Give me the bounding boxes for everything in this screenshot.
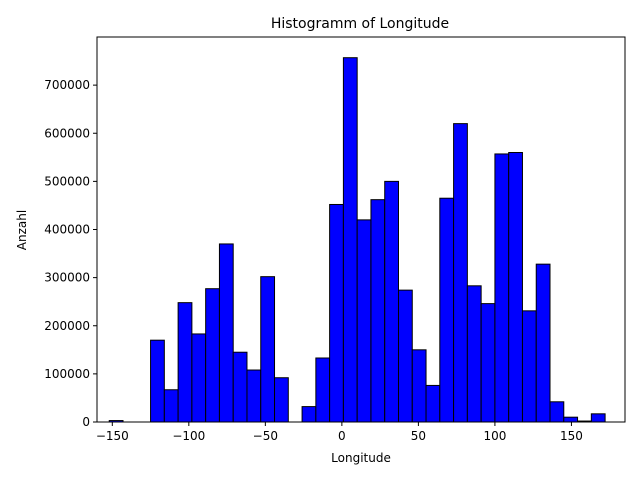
histogram-bar	[329, 203, 344, 423]
y-axis-ticks: 0 100000 200000 300000 400000 500000 600000 700…	[44, 78, 97, 429]
x-tick-label: −50	[253, 429, 278, 443]
y-tick-label: 400000	[44, 223, 90, 237]
y-tick-label: 300000	[44, 271, 90, 285]
chart-title: Histogramm of Longitude	[271, 16, 449, 32]
histogram-bar	[494, 153, 510, 423]
histogram-bar	[411, 349, 427, 423]
x-tick-label: −100	[172, 429, 205, 443]
histogram-bar	[590, 413, 606, 423]
x-tick-label: 150	[560, 429, 583, 443]
histogram-bar	[163, 389, 179, 423]
histogram-bar	[177, 302, 193, 423]
histogram-bar	[301, 406, 317, 423]
histogram-bar	[480, 303, 496, 423]
x-tick-label: 50	[411, 429, 426, 443]
histogram-bar	[232, 351, 248, 423]
histogram-bar	[274, 377, 289, 423]
histogram-bar	[439, 197, 455, 423]
histogram-bar	[453, 123, 468, 423]
histogram-bar	[535, 263, 551, 423]
histogram-bar	[549, 401, 565, 423]
y-axis-label: Anzahl	[15, 210, 29, 250]
histogram-bar	[508, 152, 523, 423]
histogram-bar	[315, 357, 331, 423]
y-tick-label: 100000	[44, 367, 90, 381]
histogram-bar	[384, 180, 399, 423]
x-axis-ticks: −150 −100 −50 0 50 100 150	[96, 422, 583, 443]
y-tick-label: 600000	[44, 126, 90, 140]
x-tick-label: −150	[96, 429, 129, 443]
y-tick-label: 200000	[44, 319, 90, 333]
histogram-bar	[370, 199, 386, 423]
bars-group	[108, 57, 606, 423]
y-tick-label: 0	[82, 415, 90, 429]
histogram-bar	[521, 310, 537, 423]
x-axis-label: Longitude	[331, 451, 391, 465]
y-tick-label: 500000	[44, 174, 90, 188]
histogram-bar	[563, 416, 579, 423]
histogram-bar	[246, 369, 262, 423]
histogram-bar	[466, 285, 482, 423]
histogram-bar	[260, 276, 276, 423]
x-tick-label: 100	[483, 429, 506, 443]
histogram-bar	[397, 289, 413, 423]
histogram-bar	[342, 57, 358, 423]
histogram-bar	[356, 219, 372, 423]
histogram-bar	[205, 288, 220, 423]
histogram-bar	[150, 339, 165, 423]
x-tick-label: 0	[338, 429, 346, 443]
histogram-bar	[218, 243, 234, 423]
histogram-bar	[191, 333, 207, 423]
y-tick-label: 700000	[44, 78, 90, 92]
histogram-bar	[425, 384, 441, 423]
